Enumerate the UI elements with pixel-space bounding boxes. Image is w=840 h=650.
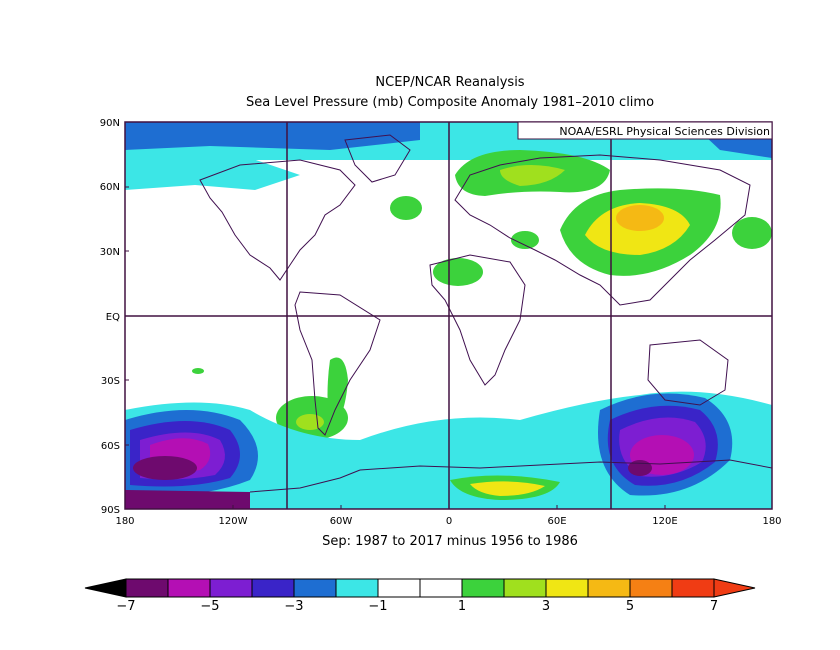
africa-high xyxy=(433,258,483,286)
lat-label: EQ xyxy=(106,312,120,323)
colorbar-cell xyxy=(335,578,379,598)
patagonia-high-core xyxy=(296,414,324,430)
lon-label: 120E xyxy=(652,516,677,527)
colorbar-cell xyxy=(587,578,631,598)
colorbar-label: 5 xyxy=(626,599,634,614)
colorbar-cell xyxy=(419,578,463,598)
colorbar-cell xyxy=(293,578,337,598)
colorbar-cell xyxy=(545,578,589,598)
s-pacific-rim xyxy=(125,490,250,509)
chart-subtitle: Sea Level Pressure (mb) Composite Anomal… xyxy=(245,95,655,110)
lat-label: 30S xyxy=(101,376,120,387)
greenland-coast xyxy=(344,134,411,183)
lat-label: 90S xyxy=(101,505,120,516)
antarctic-peninsula xyxy=(249,469,361,493)
s-pacific-low-core xyxy=(133,456,197,480)
pacific-high-small xyxy=(192,368,204,374)
atlantic-high xyxy=(390,196,422,220)
coastlines xyxy=(199,134,772,493)
nw-pacific-anomaly xyxy=(125,158,300,190)
lon-label: 180 xyxy=(762,516,781,527)
lat-label: 90N xyxy=(100,118,120,129)
chart-title: NCEP/NCAR Reanalysis xyxy=(375,75,525,90)
colorbar-label: 1 xyxy=(458,599,466,614)
colorbar-cell xyxy=(167,578,211,598)
colorbar-cell xyxy=(125,578,169,598)
lon-label: 60W xyxy=(330,516,353,527)
lat-label: 60N xyxy=(100,182,120,193)
colorbar-arrow-left xyxy=(84,578,127,598)
colorbar-cell xyxy=(671,578,715,598)
colorbar-cell xyxy=(629,578,673,598)
colorbar-cell xyxy=(377,578,421,598)
south-america-coast xyxy=(294,291,381,436)
lat-label: 60S xyxy=(101,441,120,452)
colorbar-arrow-right xyxy=(713,578,756,598)
lon-label: 180 xyxy=(115,516,134,527)
period-label: Sep: 1987 to 2017 minus 1956 to 1986 xyxy=(322,534,578,549)
mideast-high xyxy=(511,231,539,249)
npacific-high xyxy=(732,217,772,249)
colorbar-label: −7 xyxy=(116,599,135,614)
longitude-axis: 180 120W 60W 0 60E 120E 180 xyxy=(115,516,781,527)
antarctic-high-core xyxy=(470,481,545,496)
credit-box xyxy=(517,121,773,140)
colorbar-label: 7 xyxy=(710,599,718,614)
siberia-high-core xyxy=(616,205,664,231)
colorbar-label: −3 xyxy=(284,599,303,614)
latitude-ticks xyxy=(125,186,129,446)
colorbar-cell xyxy=(209,578,253,598)
latitude-axis: 90N 60N 30N EQ 30S 60S 90S xyxy=(100,118,120,516)
colorbar-label: −5 xyxy=(200,599,219,614)
lat-label: 30N xyxy=(100,247,120,258)
colorbar: −7 −5 −3 −1 1 3 5 7 xyxy=(84,578,756,614)
africa-coast xyxy=(429,254,526,386)
grid xyxy=(125,122,772,509)
credit-text: NOAA/ESRL Physical Sciences Division xyxy=(559,125,770,138)
colorbar-label: −1 xyxy=(368,599,387,614)
s-indian-low-core xyxy=(628,460,652,476)
longitude-ticks xyxy=(232,505,666,509)
colorbar-cell xyxy=(461,578,505,598)
lon-label: 0 xyxy=(446,516,452,527)
colorbar-cell xyxy=(251,578,295,598)
antarctica-coast xyxy=(359,459,772,471)
colorbar-cell xyxy=(503,578,547,598)
lon-label: 120W xyxy=(219,516,248,527)
australia-coast xyxy=(647,339,729,406)
scandinavia-high-core xyxy=(500,165,565,186)
map-frame xyxy=(124,121,773,510)
eurasia-coast xyxy=(454,154,751,306)
north-america-coast xyxy=(199,159,356,281)
anomaly-shading xyxy=(125,122,772,509)
lon-label: 60E xyxy=(547,516,566,527)
colorbar-label: 3 xyxy=(542,599,550,614)
